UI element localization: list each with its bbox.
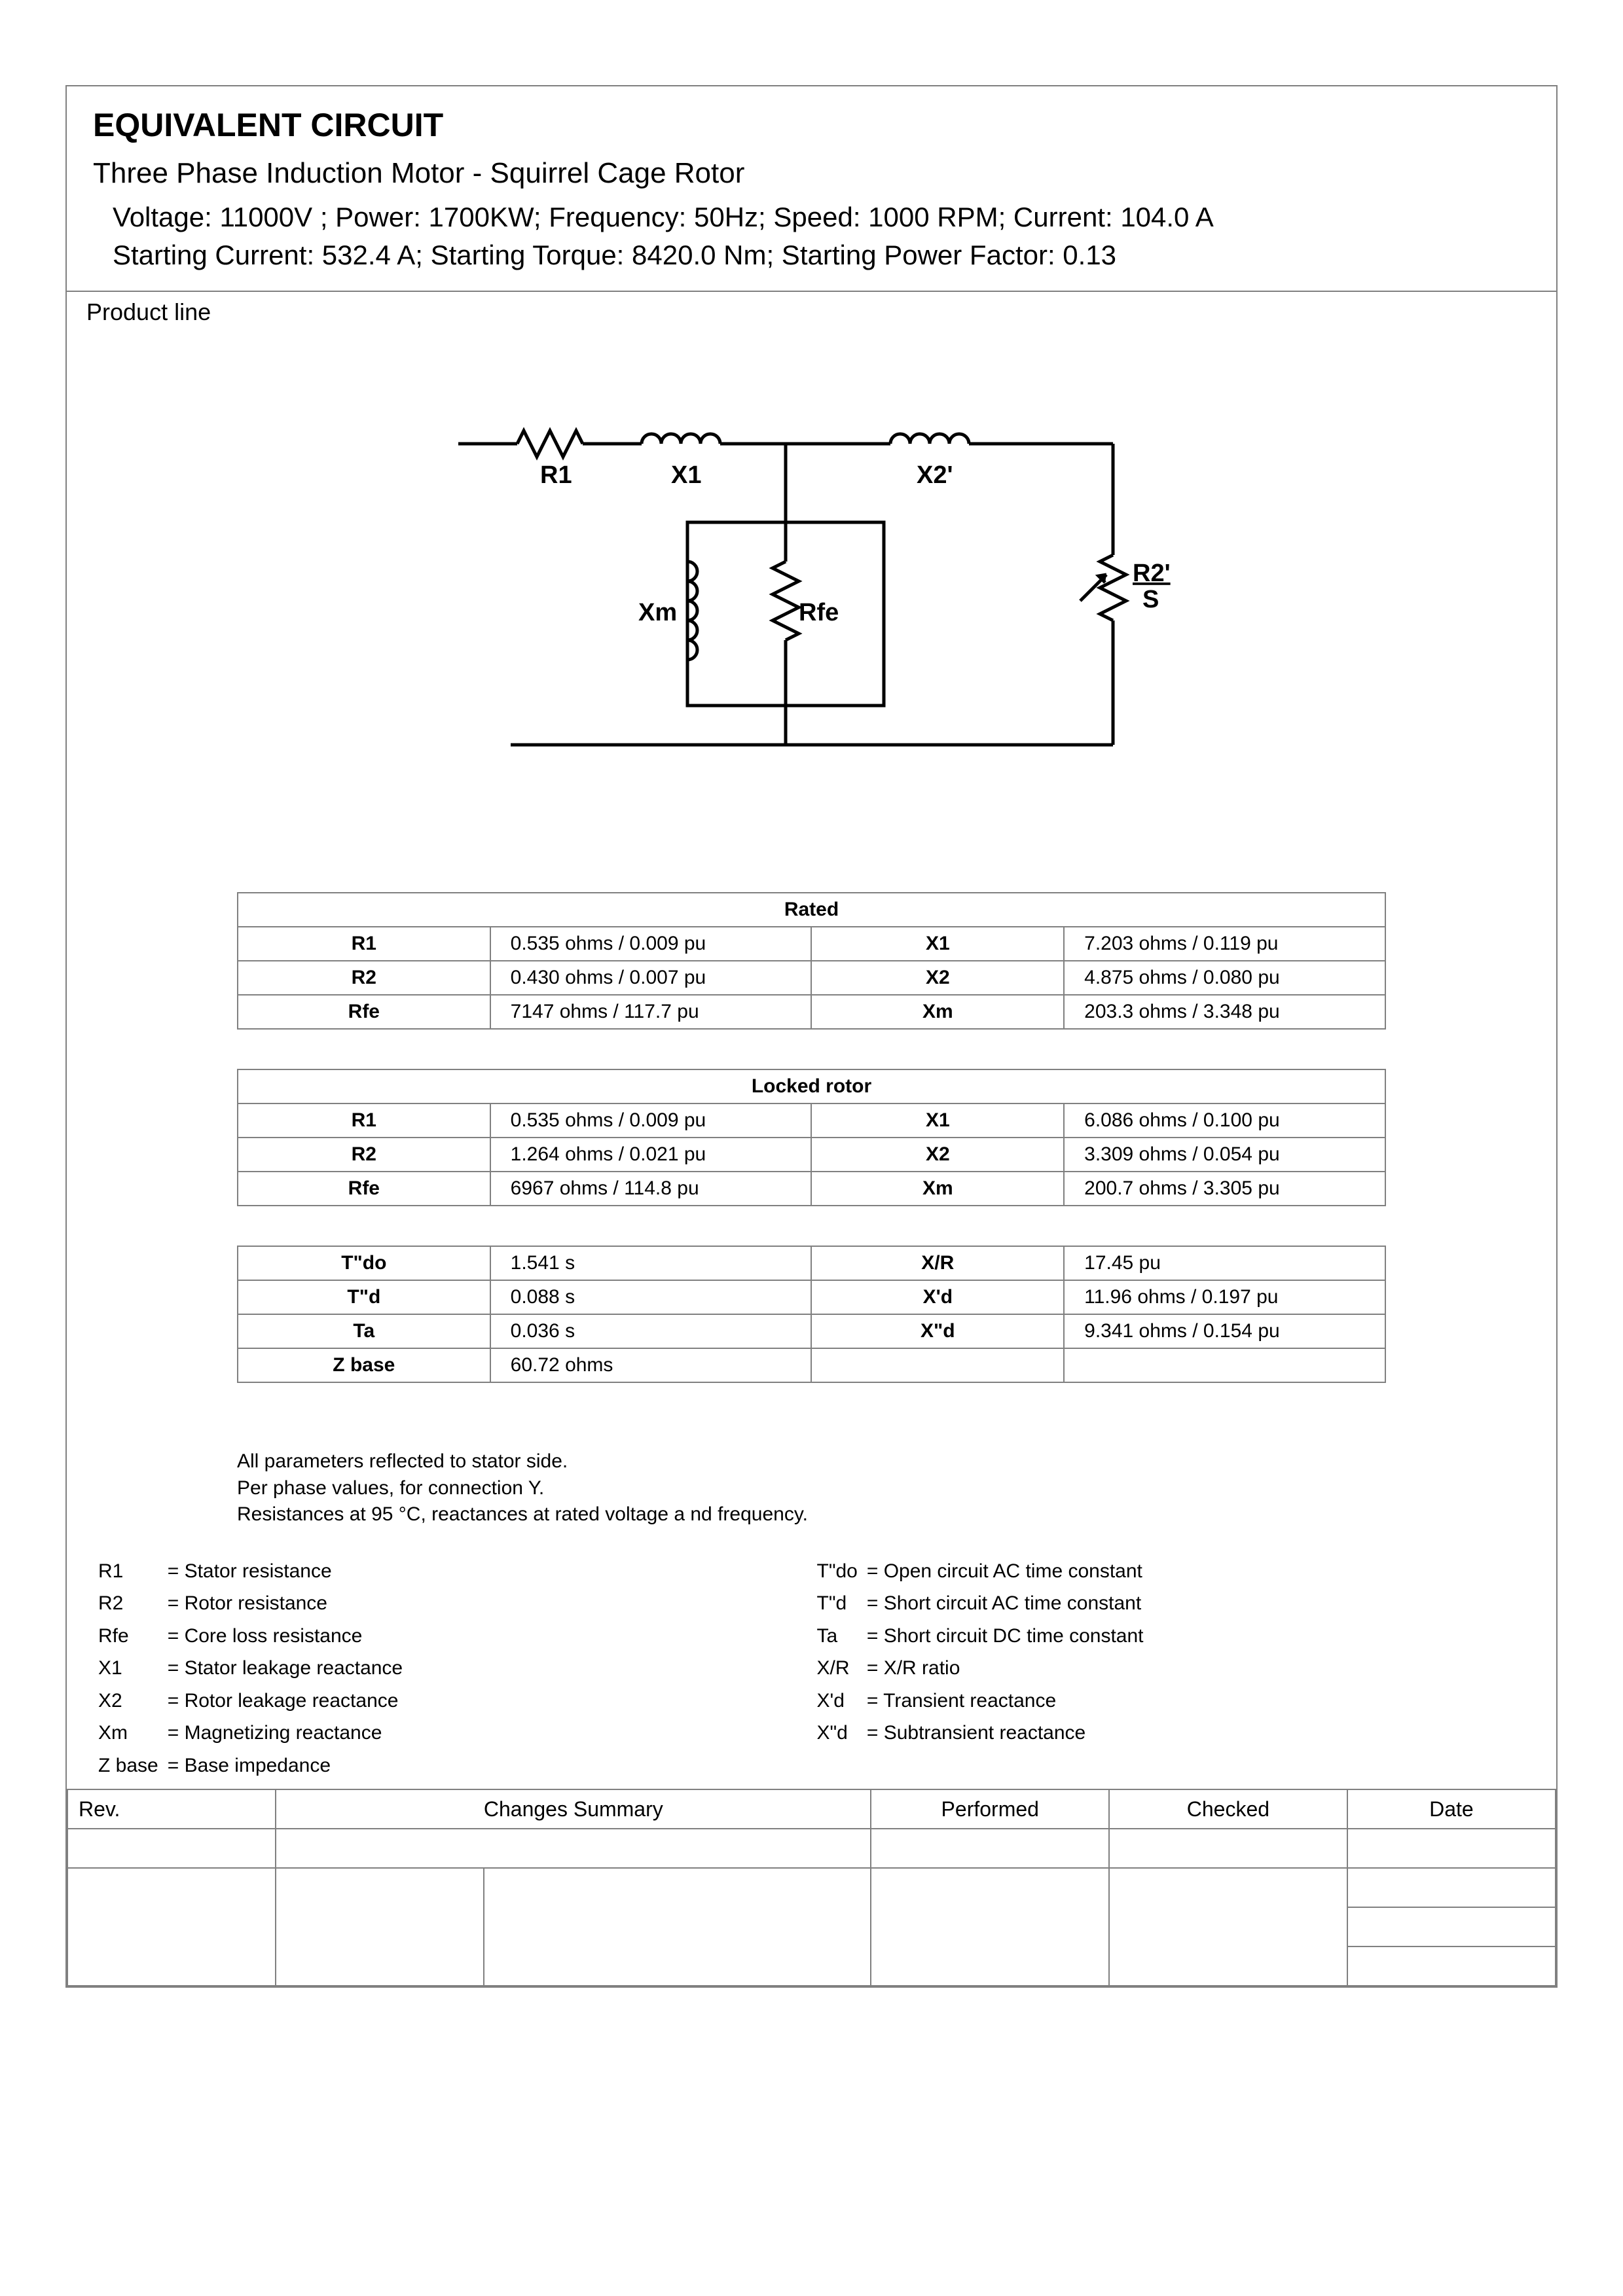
revision-table: Rev. Changes Summary Performed Checked D… <box>67 1789 1556 1986</box>
label-r2s-top: R2' <box>1133 560 1171 587</box>
rev-row <box>67 1868 1556 1907</box>
page: EQUIVALENT CIRCUIT Three Phase Induction… <box>0 0 1623 2296</box>
header-block: EQUIVALENT CIRCUIT Three Phase Induction… <box>67 86 1556 292</box>
label-x2: X2' <box>917 461 953 489</box>
note-line: Resistances at 95 °C, reactances at rate… <box>237 1501 1386 1528</box>
equivalent-circuit-svg: R1 X1 X2' Xm Rfe R2' S <box>419 404 1205 810</box>
notes-block: All parameters reflected to stator side.… <box>67 1448 1556 1548</box>
spec-line-1: Voltage: 11000V ; Power: 1700KW; Frequen… <box>93 202 1530 233</box>
rev-header-date: Date <box>1347 1789 1556 1829</box>
table-row: R2 0.430 ohms / 0.007 pu X2 4.875 ohms /… <box>238 961 1385 995</box>
doc-title: EQUIVALENT CIRCUIT <box>93 106 1530 144</box>
note-line: All parameters reflected to stator side. <box>237 1448 1386 1475</box>
legend-left: R1= Stator resistance R2= Rotor resistan… <box>93 1554 812 1783</box>
document-frame: EQUIVALENT CIRCUIT Three Phase Induction… <box>65 85 1558 1988</box>
label-r2s-bot: S <box>1142 586 1159 613</box>
table-row: T"d 0.088 s X'd 11.96 ohms / 0.197 pu <box>238 1280 1385 1314</box>
legend-block: R1= Stator resistance R2= Rotor resistan… <box>67 1548 1556 1789</box>
rev-header-performed: Performed <box>871 1789 1109 1829</box>
label-rfe: Rfe <box>799 599 839 626</box>
tables-section: Rated R1 0.535 ohms / 0.009 pu X1 7.203 … <box>67 892 1556 1448</box>
rev-row <box>67 1829 1556 1868</box>
label-r1: R1 <box>540 461 572 489</box>
table-row: Ta 0.036 s X"d 9.341 ohms / 0.154 pu <box>238 1314 1385 1348</box>
table-rated-title: Rated <box>238 893 1385 927</box>
table-time-constants: T"do 1.541 s X/R 17.45 pu T"d 0.088 s X'… <box>237 1246 1386 1383</box>
table-row: Z base 60.72 ohms <box>238 1348 1385 1382</box>
table-row: Rfe 6967 ohms / 114.8 pu Xm 200.7 ohms /… <box>238 1172 1385 1206</box>
rev-header-changes: Changes Summary <box>276 1789 871 1829</box>
product-line-label: Product line <box>67 292 1556 378</box>
table-locked-title: Locked rotor <box>238 1069 1385 1103</box>
rev-header-checked: Checked <box>1109 1789 1347 1829</box>
circuit-diagram: R1 X1 X2' Xm Rfe R2' S <box>67 378 1556 892</box>
table-rated: Rated R1 0.535 ohms / 0.009 pu X1 7.203 … <box>237 892 1386 1030</box>
legend-right: T"do= Open circuit AC time constant T"d=… <box>812 1554 1531 1783</box>
table-row: T"do 1.541 s X/R 17.45 pu <box>238 1246 1385 1280</box>
table-row: R2 1.264 ohms / 0.021 pu X2 3.309 ohms /… <box>238 1138 1385 1172</box>
label-xm: Xm <box>638 599 677 626</box>
label-x1: X1 <box>671 461 701 489</box>
table-row: R1 0.535 ohms / 0.009 pu X1 6.086 ohms /… <box>238 1103 1385 1138</box>
spec-line-2: Starting Current: 532.4 A; Starting Torq… <box>93 240 1530 271</box>
table-row: Rfe 7147 ohms / 117.7 pu Xm 203.3 ohms /… <box>238 995 1385 1029</box>
note-line: Per phase values, for connection Y. <box>237 1475 1386 1502</box>
rev-header-rev: Rev. <box>67 1789 276 1829</box>
doc-subtitle: Three Phase Induction Motor - Squirrel C… <box>93 157 1530 190</box>
table-locked: Locked rotor R1 0.535 ohms / 0.009 pu X1… <box>237 1069 1386 1206</box>
table-row: R1 0.535 ohms / 0.009 pu X1 7.203 ohms /… <box>238 927 1385 961</box>
